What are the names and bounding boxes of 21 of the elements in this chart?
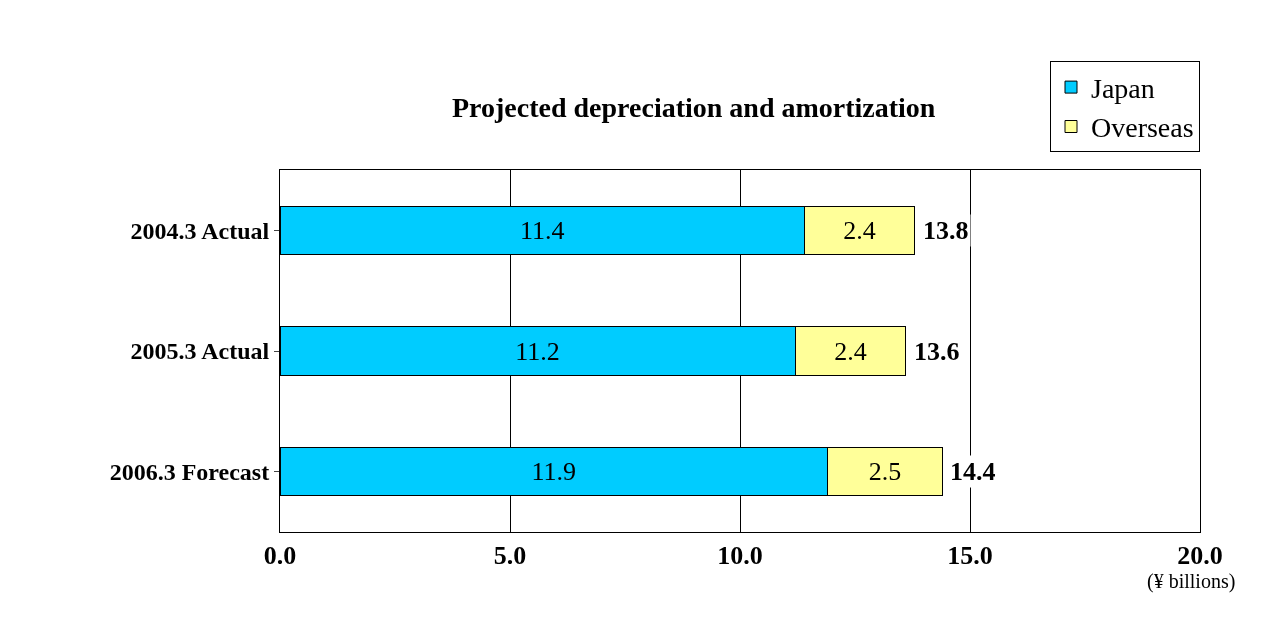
y-tick-label: 2004.3 Actual <box>130 217 270 244</box>
data-label: 2.5 <box>868 457 902 487</box>
data-label: 2.4 <box>843 215 876 245</box>
legend-label: Overseas <box>1091 112 1194 144</box>
y-tick-label: 2005.3 Actual <box>130 338 270 365</box>
x-tick-label: 20.0 <box>1177 541 1223 571</box>
x-tick-label: 5.0 <box>493 541 527 571</box>
total-label: 13.6 <box>914 337 960 366</box>
total-label: 13.8 <box>923 216 969 245</box>
x-tick-label: 10.0 <box>717 541 763 571</box>
x-tick-label: 15.0 <box>947 541 993 571</box>
y-tick-label: 2006.3 Forecast <box>109 459 270 486</box>
x-tick-label: 0.0 <box>263 541 297 571</box>
data-label: 11.2 <box>515 336 560 366</box>
legend-label: Japan <box>1091 73 1155 105</box>
total-label: 14.4 <box>950 457 996 486</box>
chart-title: Projected depreciation and amortization <box>452 92 936 123</box>
x-axis-title: (¥ billions) <box>1147 570 1236 593</box>
data-label: 2.4 <box>834 336 867 366</box>
data-label: 11.4 <box>519 215 565 245</box>
data-label: 11.9 <box>531 457 576 487</box>
